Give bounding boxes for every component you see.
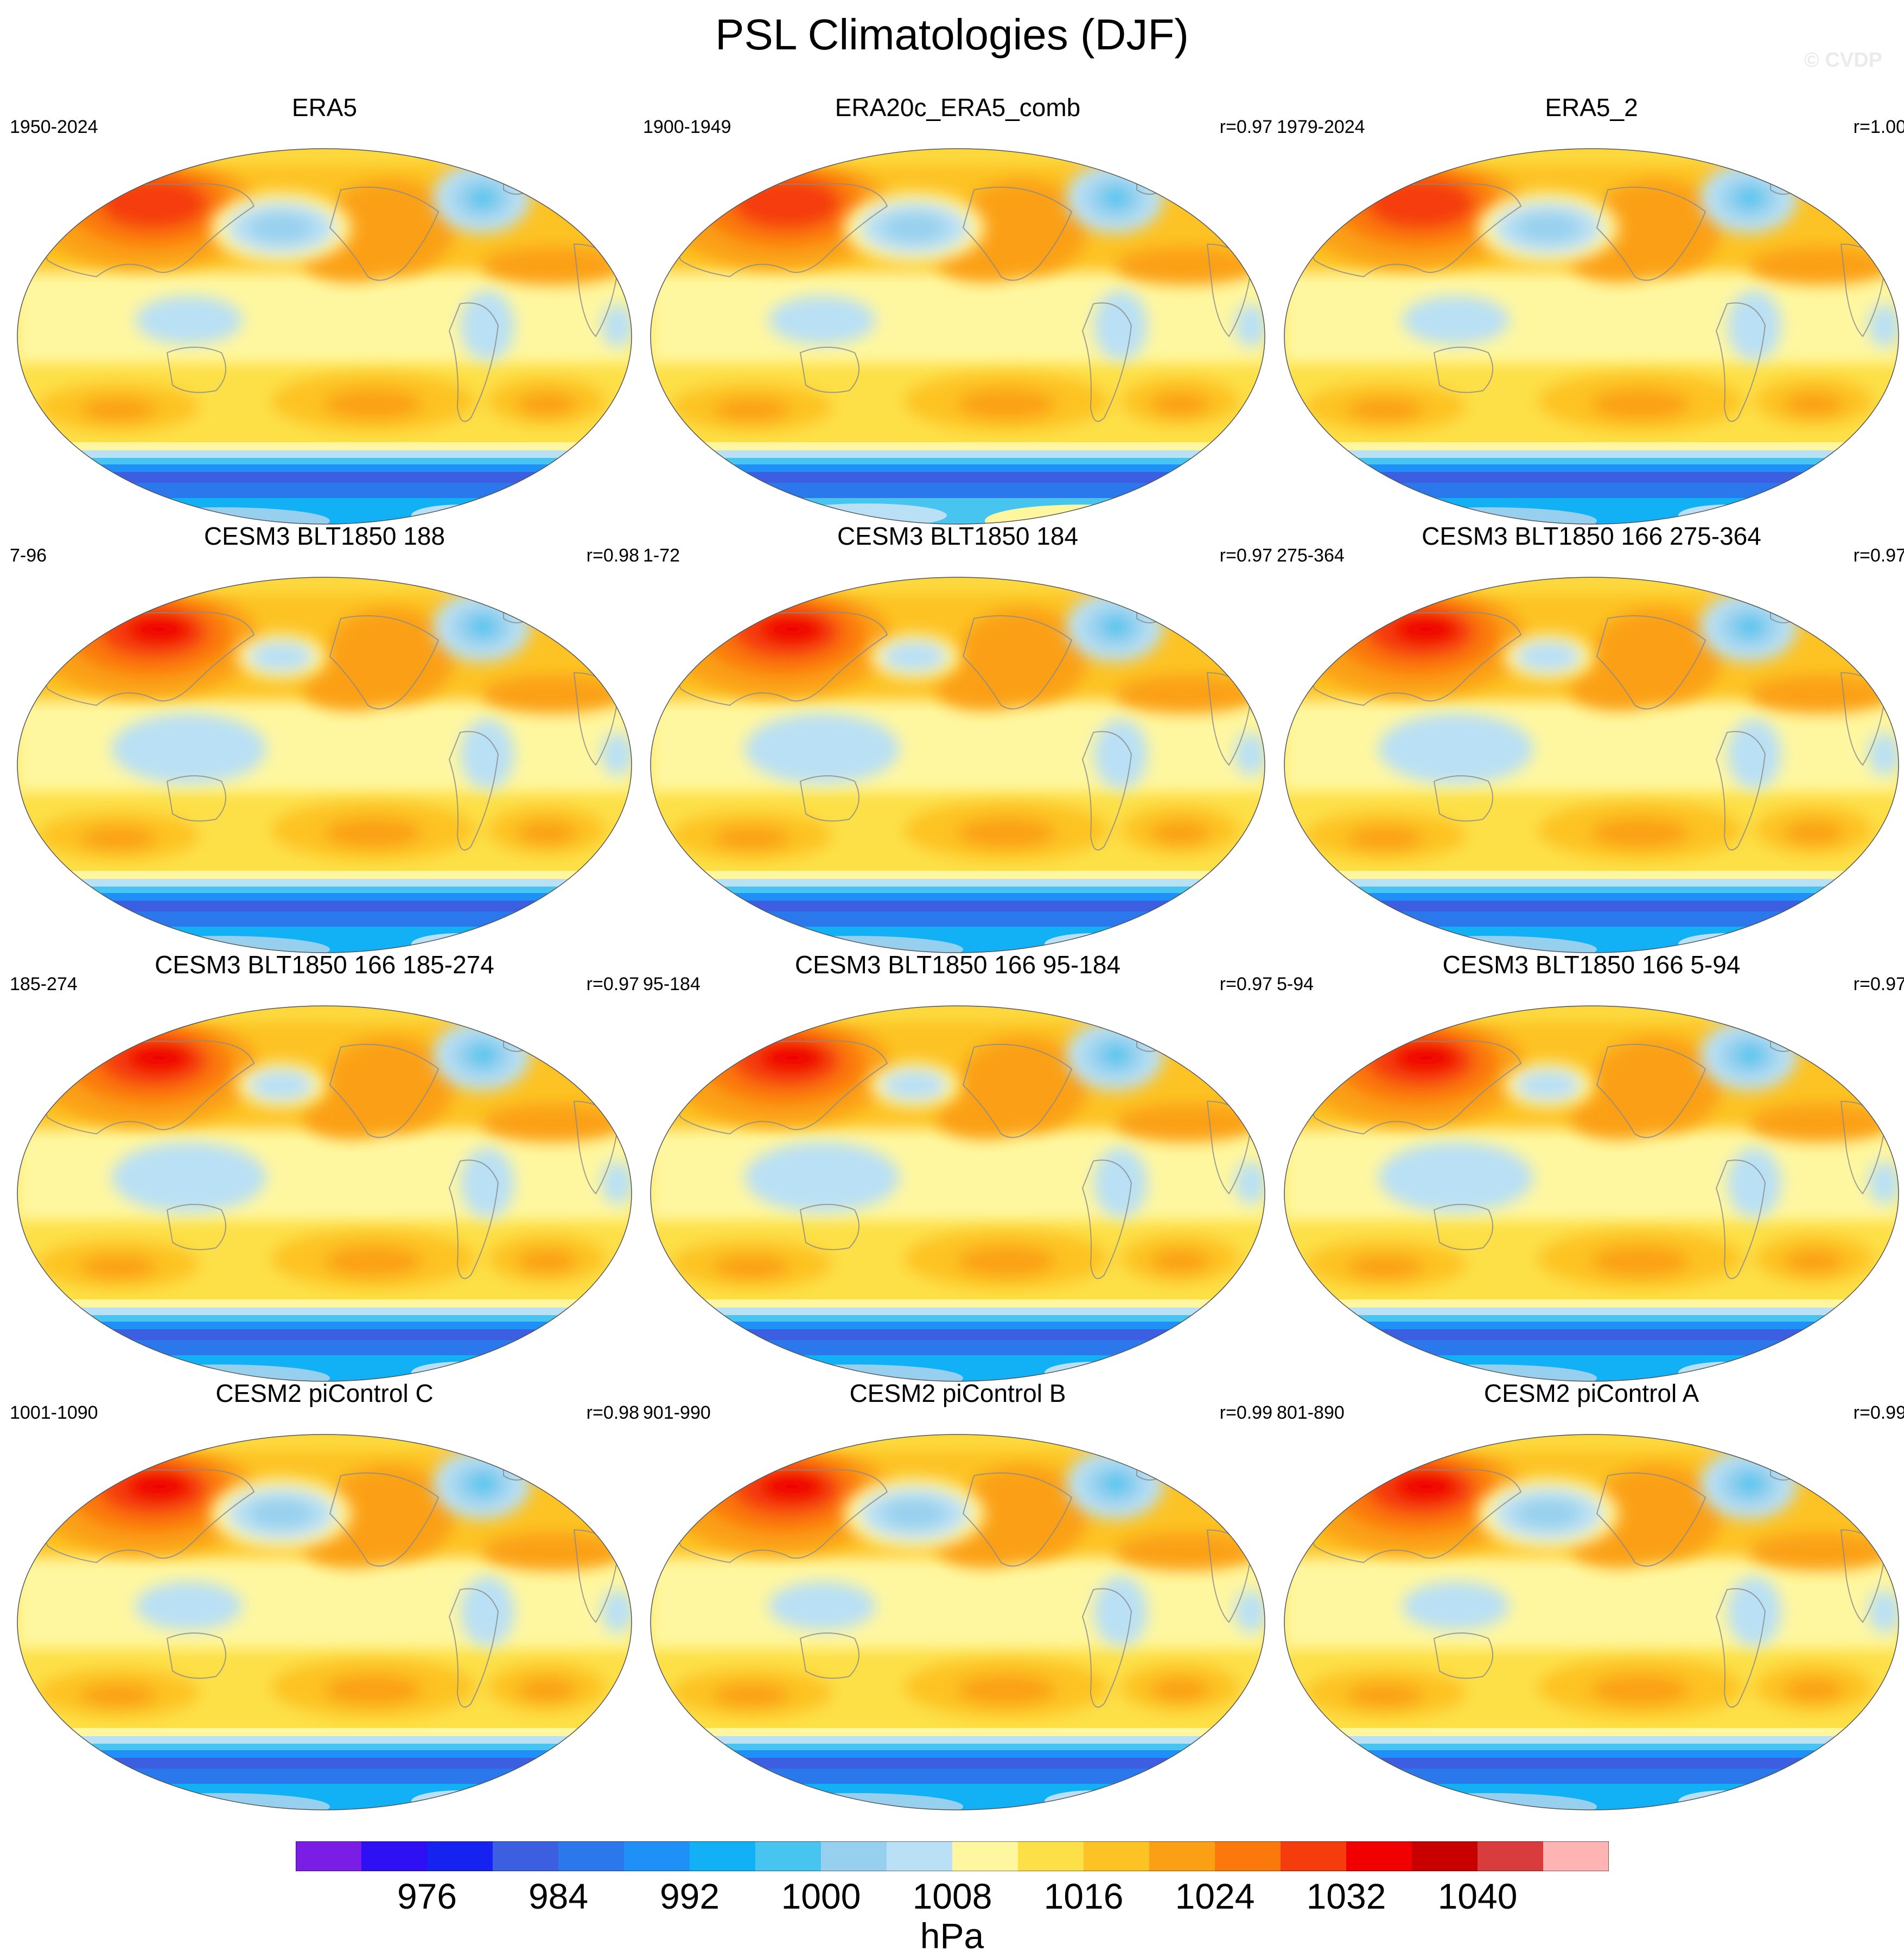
psl-map (650, 577, 1265, 953)
map-panel: CESM3 BLT1850 166 185-274 185-274 r=0.97 (10, 949, 639, 1382)
map-panel: CESM2 piControl C 1001-1090 r=0.98 (10, 1378, 639, 1810)
colorbar-tick-label: 1008 (912, 1876, 992, 1916)
psl-map (650, 1434, 1265, 1810)
colorbar-swatch (296, 1841, 362, 1871)
colorbar-swatch (1018, 1841, 1084, 1871)
panel-period: 801-890 (1277, 1402, 1345, 1423)
panel-period: 7-96 (10, 545, 47, 566)
panel-period: 1979-2024 (1277, 117, 1365, 137)
panel-title: CESM3 BLT1850 188 (203, 522, 445, 550)
panel-correlation: r=0.98 (586, 1402, 639, 1423)
colorbar-swatch (1084, 1841, 1150, 1871)
colorbar-swatch (624, 1841, 690, 1871)
psl-map (650, 1005, 1265, 1382)
colorbar-swatch (361, 1841, 428, 1871)
panel-title: CESM2 piControl B (849, 1379, 1066, 1407)
colorbar-swatch (1149, 1841, 1215, 1871)
panel-correlation: r=0.99 (1853, 1402, 1904, 1423)
panel-correlation: r=0.97 (1853, 545, 1904, 566)
colorbar (296, 1841, 1609, 1871)
panel-title: CESM3 BLT1850 166 185-274 (155, 951, 494, 979)
colorbar-swatch (1478, 1841, 1544, 1871)
panel-period: 901-990 (643, 1402, 711, 1423)
panel-period: 1-72 (643, 545, 680, 566)
colorbar-swatch (952, 1841, 1018, 1871)
psl-map (17, 577, 632, 953)
colorbar-swatch (1412, 1841, 1478, 1871)
panel-period: 185-274 (10, 974, 78, 994)
panel-period: 5-94 (1277, 974, 1314, 994)
panel-correlation: r=0.97 (1219, 117, 1272, 137)
panel-title: CESM2 piControl A (1483, 1379, 1699, 1407)
colorbar-tick-label: 992 (659, 1876, 720, 1916)
colorbar-tick-label: 1016 (1043, 1876, 1124, 1916)
panel-title: CESM3 BLT1850 166 5-94 (1442, 951, 1741, 979)
panel-correlation: r=1.00 (1853, 117, 1904, 137)
colorbar-tick-label: 1040 (1437, 1876, 1518, 1916)
panel-correlation: r=0.99 (1219, 1402, 1272, 1423)
watermark: © CVDP (1804, 49, 1882, 72)
panel-title: ERA5 (291, 93, 358, 122)
panel-correlation: r=0.97 (1219, 545, 1272, 566)
panel-title: ERA20c_ERA5_comb (835, 93, 1081, 122)
panel-period: 1001-1090 (10, 1402, 98, 1423)
psl-map (17, 148, 632, 525)
colorbar-swatch (755, 1841, 822, 1871)
colorbar-swatch (493, 1841, 559, 1871)
psl-map (1284, 1005, 1899, 1382)
panel-title: CESM3 BLT1850 184 (837, 522, 1079, 550)
panel-correlation: r=0.98 (586, 545, 639, 566)
colorbar-swatch (427, 1841, 493, 1871)
colorbar-tick-label: 984 (528, 1876, 589, 1916)
colorbar-unit: hPa (920, 1916, 984, 1956)
panel-correlation: r=0.97 (1219, 974, 1272, 994)
panel-title: CESM3 BLT1850 166 95-184 (794, 951, 1121, 979)
psl-map (1284, 1434, 1899, 1810)
panel-period: 1950-2024 (10, 117, 98, 137)
colorbar-swatch (821, 1841, 887, 1871)
psl-map (17, 1005, 632, 1382)
colorbar-tick-label: 1000 (781, 1876, 861, 1916)
colorbar-swatch (887, 1841, 953, 1871)
psl-map (1284, 148, 1899, 525)
map-panel: CESM2 piControl A 801-890 r=0.99 (1277, 1378, 1904, 1810)
panel-title: ERA5_2 (1545, 93, 1638, 122)
panel-title: CESM3 BLT1850 166 275-364 (1422, 522, 1761, 550)
colorbar-tick-label: 1024 (1175, 1876, 1255, 1916)
psl-map (17, 1434, 632, 1810)
colorbar-tick-label: 976 (397, 1876, 457, 1916)
map-panel: CESM3 BLT1850 166 95-184 95-184 r=0.97 (643, 949, 1272, 1382)
map-panel: CESM3 BLT1850 166 275-364 275-364 r=0.97 (1277, 521, 1904, 953)
map-panel: CESM2 piControl B 901-990 r=0.99 (643, 1378, 1272, 1810)
colorbar-swatch (1281, 1841, 1347, 1871)
panel-period: 95-184 (643, 974, 701, 994)
map-panel: CESM3 BLT1850 188 7-96 r=0.98 (10, 521, 639, 953)
psl-map (650, 148, 1265, 525)
map-panel: CESM3 BLT1850 166 5-94 5-94 r=0.97 (1277, 949, 1904, 1382)
map-panel: CESM3 BLT1850 184 1-72 r=0.97 (643, 521, 1272, 953)
panel-correlation: r=0.97 (1853, 974, 1904, 994)
map-panel: ERA20c_ERA5_comb 1900-1949 r=0.97 (643, 92, 1272, 525)
panel-correlation: r=0.97 (586, 974, 639, 994)
colorbar-swatch (690, 1841, 756, 1871)
colorbar-swatch (1543, 1841, 1609, 1871)
colorbar-swatch (1215, 1841, 1281, 1871)
map-panel: ERA5 1950-2024 (10, 92, 639, 525)
psl-map (1284, 577, 1899, 953)
colorbar-swatch (1346, 1841, 1412, 1871)
colorbar-tick-label: 1032 (1306, 1876, 1386, 1916)
map-panel: ERA5_2 1979-2024 r=1.00 (1277, 92, 1904, 525)
colorbar-tick-labels: 976 984 992 1000 1008 1016 1024 1032 1040 (0, 1874, 1904, 1918)
panel-period: 1900-1949 (643, 117, 731, 137)
colorbar-swatch (558, 1841, 625, 1871)
panel-period: 275-364 (1277, 545, 1345, 566)
panel-title: CESM2 piControl C (215, 1379, 434, 1407)
figure-title: PSL Climatologies (DJF) (715, 10, 1189, 59)
